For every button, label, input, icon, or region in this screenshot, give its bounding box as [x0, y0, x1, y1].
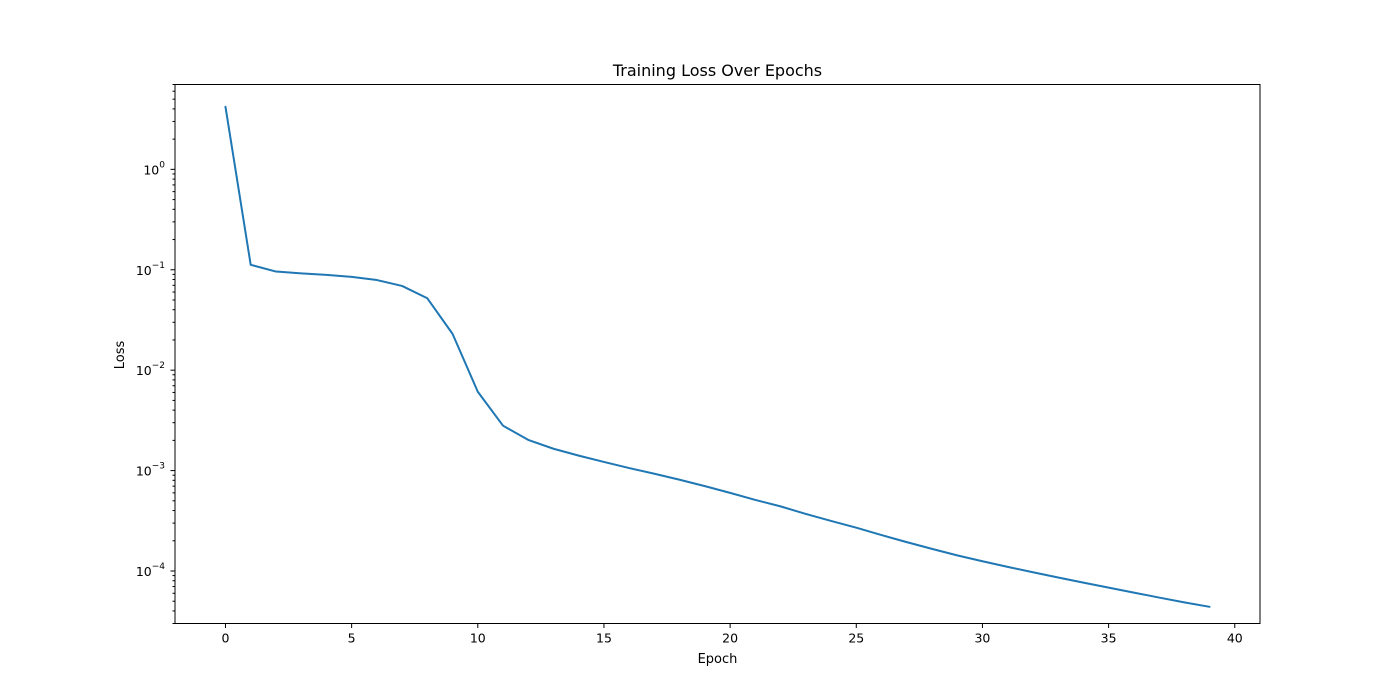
x-tick-label: 40: [1227, 631, 1243, 646]
x-tick-label: 25: [848, 631, 864, 646]
plot-frame: [174, 84, 1261, 624]
y-tick-label: 10−4: [136, 562, 165, 579]
x-tick-label: 5: [348, 631, 356, 646]
chart-title: Training Loss Over Epochs: [612, 61, 822, 80]
y-tick-label: 10−2: [136, 361, 165, 378]
y-tick-label: 10−3: [136, 462, 165, 479]
x-tick-label: 35: [1101, 631, 1117, 646]
x-tick-label: 10: [470, 631, 486, 646]
x-axis-label: Epoch: [698, 652, 738, 667]
x-tick-label: 15: [596, 631, 612, 646]
y-axis: 100 10−1 10−2 10−3 10−4: [136, 84, 175, 624]
series-layer: [224, 105, 1211, 608]
y-tick-label: 100: [143, 160, 165, 177]
loss-series-line: [224, 105, 1211, 608]
y-axis-label: Loss: [113, 341, 128, 370]
x-axis: 0 5 10 15 20 25 30 35 40: [221, 623, 1243, 646]
x-tick-label: 30: [974, 631, 990, 646]
x-tick-label: 20: [722, 631, 738, 646]
x-tick-label: 0: [221, 631, 229, 646]
y-tick-label: 10−1: [136, 261, 165, 278]
plot-area: [174, 84, 1261, 624]
